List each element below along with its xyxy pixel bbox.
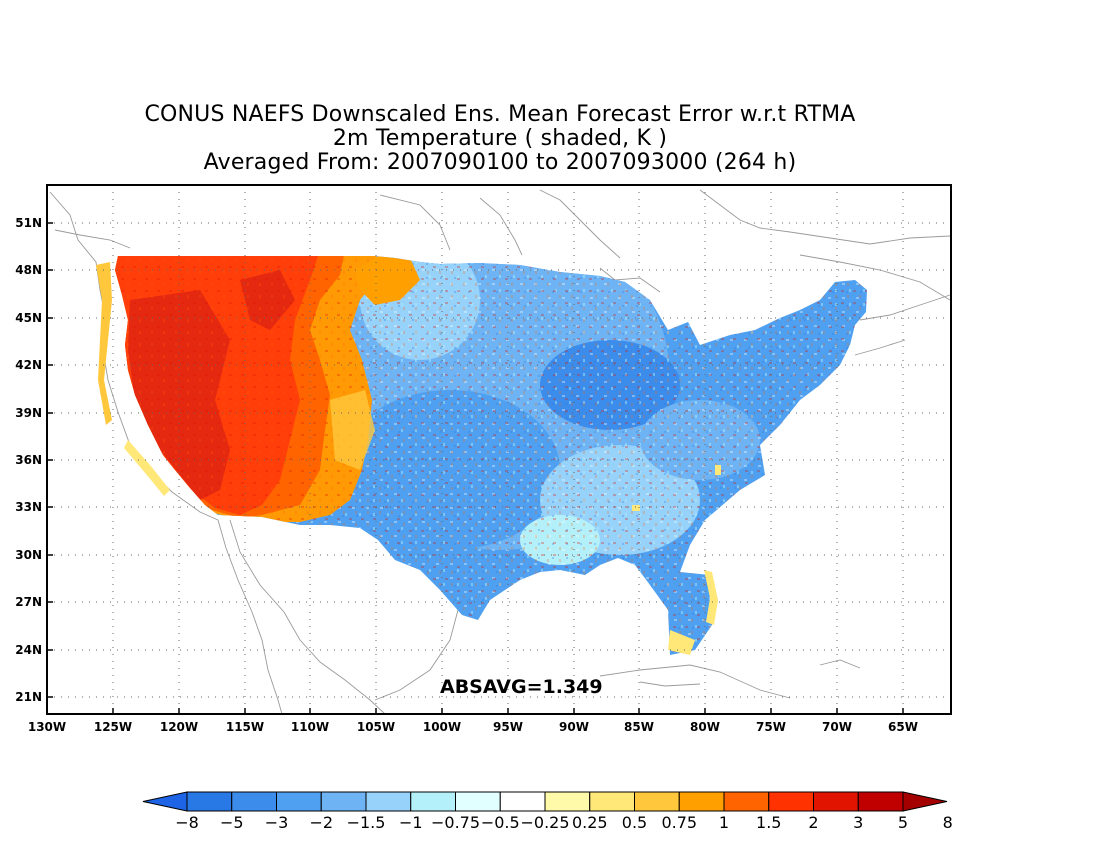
colorbar-tick-label: −0.5 (480, 813, 520, 832)
colorbar-arrow-right (902, 791, 948, 812)
colorbar-tick-label: 0.5 (621, 813, 648, 832)
lon-label: 120W (159, 720, 199, 734)
colorbar-tick-label: 0.75 (661, 813, 698, 832)
absavg-annotation: ABSAVG=1.349 (440, 676, 603, 698)
lon-label: 110W (290, 720, 330, 734)
colorbar-tick-label: −1.5 (346, 813, 386, 832)
colorbar-tick-label: −8 (175, 813, 199, 832)
colorbar-box (455, 791, 501, 812)
colorbar-tick-label: 2 (808, 813, 819, 832)
lon-label: 80W (690, 720, 720, 734)
lon-label: 65W (888, 720, 918, 734)
lat-label: 42N (15, 358, 42, 372)
lat-label: 36N (15, 453, 42, 467)
colorbar-box (857, 791, 904, 812)
chart-date-range: Averaged From: 2007090100 to 2007093000 … (203, 150, 797, 175)
colorbar-tick-label: −0.25 (520, 813, 570, 832)
lat-label: 21N (15, 690, 42, 704)
lon-label: 85W (624, 720, 654, 734)
map-frame (46, 184, 952, 715)
colorbar-tick-label: 8 (942, 813, 953, 832)
colorbar-tick-label: −5 (219, 813, 244, 832)
lat-label: 45N (15, 311, 42, 325)
colorbar-tick-label: −1 (398, 813, 423, 832)
lon-label: 115W (225, 720, 265, 734)
colorbar-box (813, 791, 859, 812)
colorbar-box (723, 791, 770, 812)
colorbar-box (678, 791, 725, 812)
colorbar-box (589, 791, 635, 812)
colorbar-tick-label: 3 (853, 813, 864, 832)
lon-label: 90W (559, 720, 589, 734)
chart-title: CONUS NAEFS Downscaled Ens. Mean Forecas… (144, 102, 856, 127)
colorbar-box (634, 791, 680, 812)
colorbar-tick-label: 0.25 (571, 813, 608, 832)
coastal-bands (96, 262, 721, 655)
colorbar-tick-label: −0.75 (430, 813, 481, 832)
lon-label: 95W (493, 720, 523, 734)
lon-label: 130W (27, 720, 67, 734)
colorbar-box (544, 791, 591, 812)
colorbar-box (320, 791, 367, 812)
lat-label: 51N (15, 216, 42, 230)
lat-label: 27N (15, 595, 42, 609)
colorbar-tick-label: 1.5 (756, 813, 782, 832)
colorbar-arrow-left (142, 791, 188, 812)
tick-marks (47, 222, 904, 714)
colorbar-box (231, 791, 277, 812)
lat-label: 30N (15, 548, 42, 562)
colorbar-box (410, 791, 456, 812)
colorbar-box (768, 791, 814, 812)
colorbar-tick-label: −2 (309, 813, 334, 832)
colorbar-box (276, 791, 322, 812)
lon-label: 105W (356, 720, 396, 734)
lon-label: 75W (756, 720, 786, 734)
lon-label: 70W (822, 720, 852, 734)
lon-label: 100W (422, 720, 462, 734)
colorbar-box (186, 791, 233, 812)
lat-label: 48N (15, 263, 42, 277)
lat-label: 33N (15, 500, 42, 514)
colorbar-box (499, 791, 546, 812)
colorbar-tick-label: −3 (264, 813, 289, 832)
lat-label: 39N (15, 406, 42, 420)
colorbar-box (365, 791, 412, 812)
lon-label: 125W (93, 720, 133, 734)
chart-subtitle: 2m Temperature ( shaded, K ) (332, 126, 668, 151)
colorbar-tick-label: 1 (718, 813, 730, 832)
lat-label: 24N (15, 643, 42, 657)
colorbar-tick-label: 5 (897, 813, 909, 832)
